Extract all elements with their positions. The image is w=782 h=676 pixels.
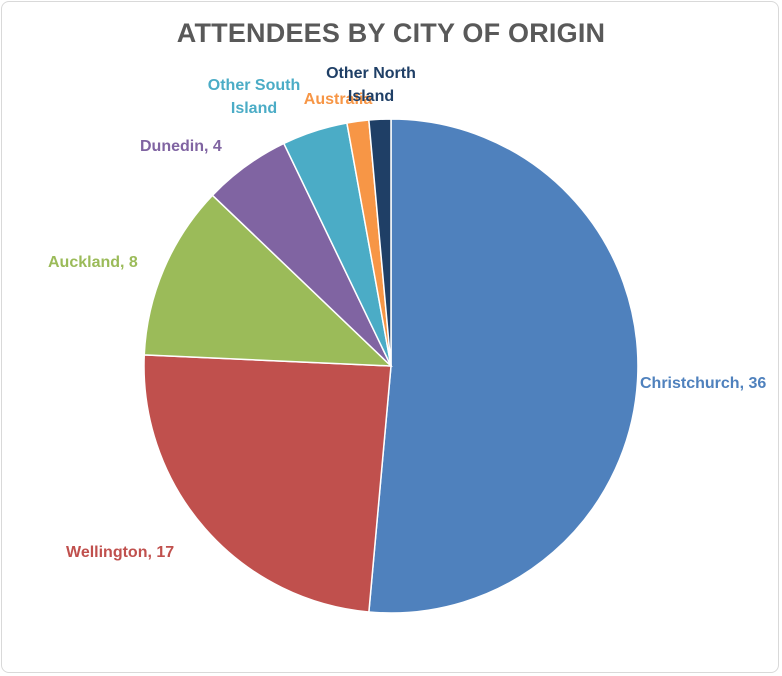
data-label-other-north-island: Other North Island — [326, 65, 416, 105]
data-label-australia: Australia — [304, 91, 373, 108]
data-label-other-south-island: Other South Island — [208, 77, 300, 117]
data-label-dunedin: Dunedin, 4 — [140, 138, 222, 155]
pie-slice-auckland — [143, 194, 393, 367]
data-label-christchurch: Christchurch, 36 — [640, 375, 766, 392]
data-label-wellington: Wellington, 17 — [66, 544, 174, 561]
pie-slice-other-north-island — [368, 118, 392, 367]
pie-slice-christchurch — [368, 118, 639, 614]
chart-title: ATTENDEES BY CITY OF ORIGIN — [176, 18, 606, 48]
pie-slice-wellington — [143, 354, 392, 613]
data-label-auckland: Auckland, 8 — [48, 254, 138, 271]
